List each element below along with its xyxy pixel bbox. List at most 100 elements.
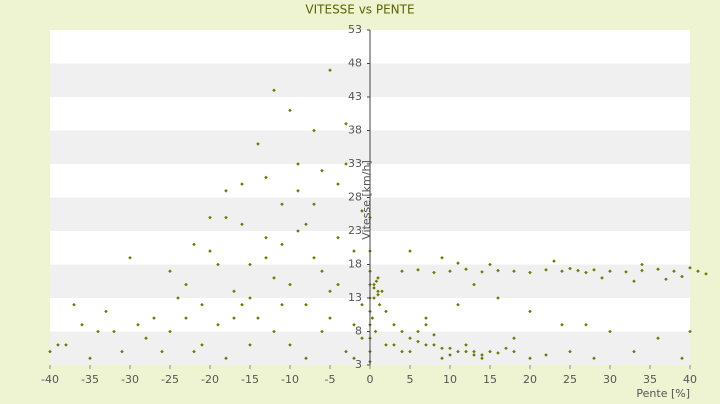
point [208,215,212,220]
x-tick-label: -10 [281,373,299,386]
point [256,316,260,320]
x-axis-label: Pente [%] [636,387,690,400]
point [480,270,484,274]
x-tick-label: 10 [443,373,457,386]
x-tick-label: -40 [41,373,59,386]
point [344,122,348,126]
point [256,142,260,146]
point [344,162,348,166]
point [336,235,340,240]
point [592,356,596,361]
point [272,329,276,334]
point [160,349,164,354]
x-tick-label: 35 [643,373,657,386]
x-tick-label: -35 [81,373,99,386]
point [576,268,580,273]
point [592,268,596,272]
point [288,343,292,347]
point [688,329,692,334]
point [360,336,364,340]
y-axis-label: Vitesse [km/h] [360,160,373,240]
x-tick-label: -30 [121,373,139,386]
point [88,356,92,361]
point [696,269,700,273]
point [448,346,452,351]
point [408,336,412,340]
point [272,88,276,93]
x-tick-label: -15 [241,373,259,386]
point [48,349,52,354]
point [328,68,332,72]
point [568,266,572,271]
point [440,356,444,361]
point [400,269,404,273]
point [192,349,196,354]
point [280,242,284,247]
point [472,282,476,287]
point [373,329,378,334]
y-tick-label: 3 [355,358,362,371]
point [400,349,404,354]
point [544,268,548,272]
point [424,316,428,320]
point [216,323,220,327]
point [528,270,532,275]
point [312,202,316,206]
point [552,259,556,263]
y-tick-label: 13 [348,291,362,304]
point [632,279,636,284]
point [480,356,484,361]
point [64,343,68,347]
point [416,329,420,334]
point [377,302,382,307]
y-tick-label: 33 [348,157,362,170]
point [512,336,516,340]
point [168,269,172,273]
point [288,282,292,287]
point [488,262,492,267]
point [248,296,252,300]
point [584,323,588,327]
x-tick-label: 25 [563,373,577,386]
point [372,282,376,287]
point [372,296,376,300]
point [376,292,380,297]
point [512,269,516,273]
point [624,270,628,274]
point [208,249,212,253]
point [688,266,692,270]
point [432,270,436,275]
chart-title: VITESSE vs PENTE [305,3,414,17]
x-tick-label: -20 [201,373,219,386]
point [464,349,468,354]
point [224,189,228,193]
point [352,323,356,327]
point [560,269,564,273]
y-tick-label: 43 [348,90,362,103]
point [320,329,324,334]
point [496,351,500,355]
point [224,356,228,361]
point [464,343,468,347]
point [264,175,268,180]
point [456,261,460,265]
x-tick-label: 40 [683,373,697,386]
point [640,268,644,273]
point [608,269,612,273]
point [176,296,180,300]
point [120,349,124,354]
x-tick-label: -5 [325,373,336,386]
point [656,267,660,271]
point [424,343,428,347]
point [496,268,500,273]
point [200,302,204,307]
point [408,249,412,253]
point [264,235,268,240]
x-tick-label: 5 [407,373,414,386]
point [408,349,412,354]
point [352,356,356,361]
point [600,276,604,280]
point [72,302,76,307]
x-tick-label: 20 [523,373,537,386]
